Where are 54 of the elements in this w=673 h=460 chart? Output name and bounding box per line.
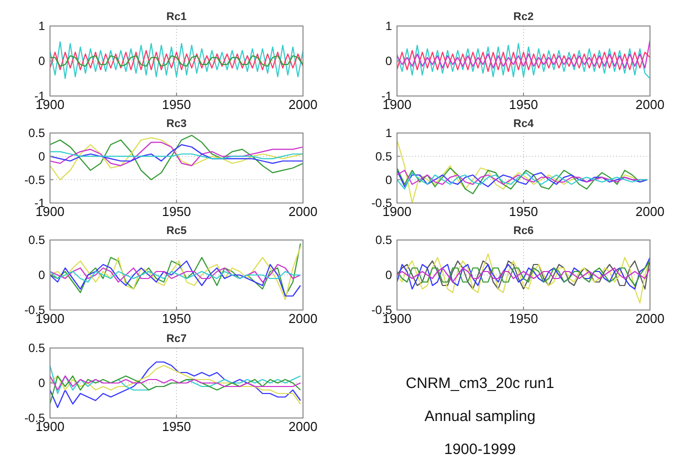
y-tick-label: 0.5	[28, 341, 46, 356]
y-tick-label: 0	[38, 268, 46, 282]
y-tick-label: 0	[385, 172, 392, 187]
x-tick-label: 1950	[162, 419, 191, 434]
x-tick-label: 2000	[288, 204, 318, 219]
y-tick-label: 0.5	[375, 233, 392, 248]
y-tick-label: 0.5	[375, 150, 392, 164]
line-series	[396, 267, 651, 283]
x-tick-label: 2000	[636, 204, 664, 219]
y-tick-label: 0	[38, 376, 46, 390]
y-tick-label: 0	[38, 54, 46, 68]
x-tick-label: 2000	[636, 97, 664, 112]
y-tick-label: 1	[385, 19, 392, 34]
y-tick-label: 0	[385, 268, 392, 282]
line-series	[49, 375, 302, 391]
chart-title: Rc1	[166, 11, 187, 23]
line-series	[49, 375, 302, 405]
x-tick-label: 2000	[636, 311, 664, 326]
y-tick-label: -0.5	[24, 172, 46, 187]
chart-title: Rc6	[513, 225, 534, 237]
text: CNRM_cm3_20c run1	[406, 375, 554, 392]
text: Annual sampling	[424, 408, 536, 425]
chart-title: Rc7	[166, 333, 187, 345]
y-tick-label: 1	[385, 126, 392, 140]
y-tick-label: 0.5	[28, 126, 46, 140]
chart-title: Rc2	[513, 11, 534, 23]
x-tick-label: 1950	[509, 97, 538, 112]
line-series	[49, 41, 304, 80]
x-tick-label: 2000	[288, 419, 318, 434]
chart-title: Rc5	[166, 225, 187, 237]
line-series	[49, 264, 302, 283]
chart-title: Rc3	[166, 118, 187, 130]
x-tick-label: 1950	[162, 204, 191, 219]
y-tick-label: 1	[38, 19, 46, 34]
text: 1900-1999	[444, 441, 516, 458]
line-series	[396, 39, 651, 69]
x-tick-label: 1950	[509, 204, 538, 219]
line-series	[396, 253, 651, 304]
x-tick-label: 2000	[288, 311, 318, 326]
line-series	[49, 270, 302, 283]
y-tick-label: 0.5	[28, 233, 46, 248]
x-tick-label: 2000	[288, 97, 318, 112]
y-tick-label: 0	[38, 150, 46, 164]
line-series	[49, 260, 302, 297]
x-tick-label: 1950	[509, 311, 538, 326]
line-series	[49, 55, 304, 67]
chart-title: Rc4	[513, 118, 534, 130]
x-tick-label: 1950	[162, 97, 191, 112]
line-series	[49, 151, 304, 160]
x-tick-label: 1950	[162, 311, 191, 326]
y-tick-label: 0	[385, 54, 392, 68]
line-series	[49, 50, 304, 70]
line-series	[396, 50, 651, 72]
line-series	[396, 42, 651, 80]
